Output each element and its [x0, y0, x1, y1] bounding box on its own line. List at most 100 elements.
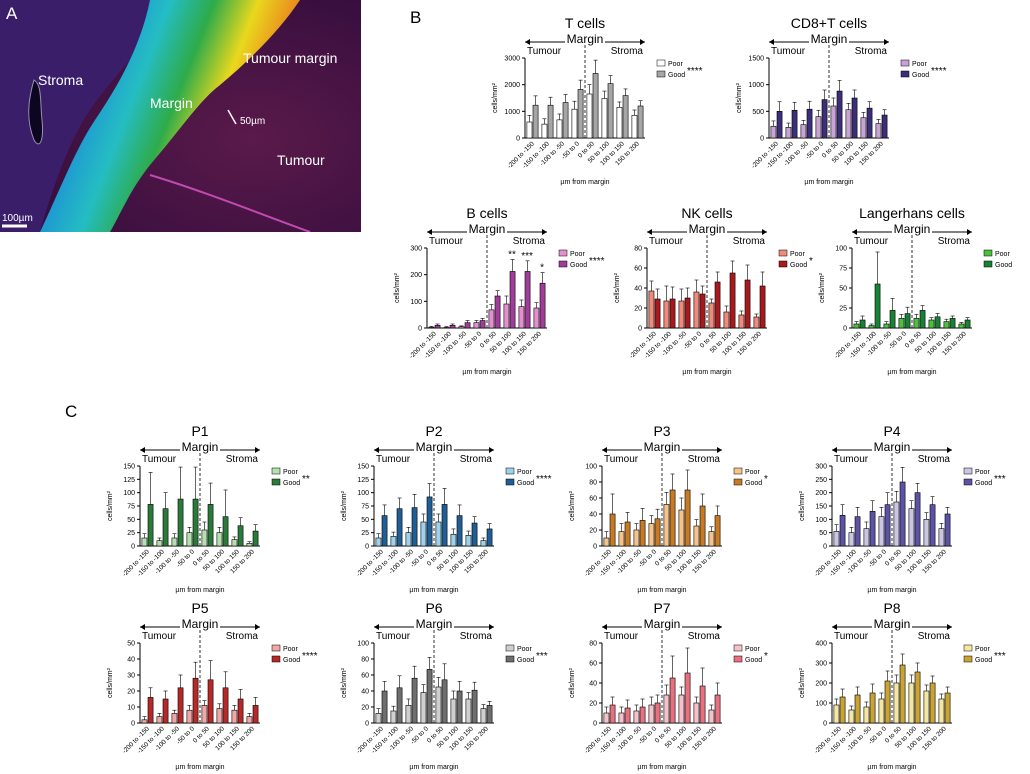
y-tick-label: 400 — [815, 641, 827, 648]
arrow-left-head — [374, 624, 379, 630]
bar-good — [714, 515, 721, 547]
y-tick-label: 40 — [589, 512, 597, 519]
bar-good — [889, 310, 896, 329]
y-tick-label: 25 — [361, 530, 369, 537]
y-tick-label: 100 — [815, 517, 827, 524]
bar-good — [884, 680, 891, 724]
legend-poor-label: Poor — [517, 469, 532, 476]
bar-good — [654, 518, 661, 547]
legend-good-label: Good — [975, 657, 992, 664]
y-tick-label: 60 — [361, 673, 369, 680]
x-axis-label: µm from margin — [637, 587, 686, 594]
margin-label: Margin — [182, 440, 219, 454]
x-axis-label: µm from margin — [637, 764, 686, 771]
stroma-label: Stroma — [226, 454, 259, 465]
significance-marker: * — [764, 474, 768, 485]
bar-good — [759, 285, 766, 329]
margin-label: Margin — [644, 440, 681, 454]
bar-poor — [943, 321, 950, 329]
legend-poor-swatch — [778, 249, 788, 257]
y-tick-label: 300 — [815, 464, 827, 471]
stroma-label: Stroma — [688, 631, 721, 642]
legend-good-swatch — [271, 655, 281, 663]
legend-poor-swatch — [271, 467, 281, 475]
y-tick-label: 50 — [127, 641, 135, 648]
arrow-right-head — [762, 229, 767, 235]
bar-poor — [868, 325, 875, 329]
y-tick-label: 50 — [361, 517, 369, 524]
y-axis-label: cells/mm² — [799, 667, 806, 698]
arrow-right-head — [489, 447, 494, 453]
y-axis-label: cells/mm² — [394, 272, 401, 303]
bar-good — [434, 325, 441, 329]
bar-good — [684, 489, 691, 547]
bar-poor — [201, 529, 208, 547]
y-axis-label: cells/mm² — [107, 667, 114, 698]
tumour-label: Tumour — [142, 454, 177, 465]
bar-poor — [216, 532, 223, 547]
bar-good — [562, 102, 569, 139]
legend-poor-label: Poor — [745, 469, 760, 476]
y-tick-label: 75 — [361, 504, 369, 511]
y-tick-label: 20 — [589, 528, 597, 535]
y-tick-label: 0 — [131, 544, 135, 551]
bar-poor — [618, 712, 625, 724]
bar-good — [426, 669, 433, 724]
bar-good — [874, 283, 881, 329]
bar-good — [836, 90, 843, 139]
bar-good — [471, 522, 478, 547]
bar-poor — [390, 710, 397, 724]
bar-good — [639, 706, 646, 724]
stroma-label: Stroma — [938, 236, 971, 247]
bar-poor — [648, 290, 655, 329]
y-tick-label: 125 — [357, 477, 369, 484]
y-tick-label: 150 — [357, 464, 369, 471]
legend-good-label: Good — [745, 657, 762, 664]
legend-good-swatch — [983, 260, 993, 268]
bar-poor — [246, 716, 253, 724]
bar-poor — [928, 319, 935, 329]
bar-good — [744, 279, 751, 329]
bar-good — [964, 319, 971, 329]
bar-good — [714, 281, 721, 329]
legend-poor-swatch — [733, 644, 743, 652]
bar-good — [609, 513, 616, 547]
y-tick-label: 0 — [365, 544, 369, 551]
label-tumour-margin: Tumour margin — [243, 50, 337, 66]
y-tick-label: 2000 — [504, 82, 520, 89]
legend-good-label: Good — [517, 657, 534, 664]
y-tick-label: 100 — [815, 701, 827, 708]
x-axis-label: µm from margin — [462, 369, 511, 376]
margin-label: Margin — [644, 617, 681, 631]
y-tick-label: 0 — [823, 721, 827, 728]
stroma-label: Stroma — [611, 46, 644, 57]
margin-label-bg — [414, 618, 454, 629]
bar-good — [669, 298, 676, 329]
bar-poor — [201, 705, 208, 724]
bar-good — [207, 679, 214, 724]
bar-good — [949, 318, 956, 329]
bar-good — [929, 504, 936, 547]
legend-poor-swatch — [983, 249, 993, 257]
y-axis-label: cells/mm² — [492, 82, 499, 113]
tumour-label: Tumour — [604, 631, 639, 642]
legend-good-label: Good — [995, 262, 1012, 269]
bar-poor — [488, 309, 495, 329]
bar-poor — [738, 314, 745, 329]
bar-poor — [848, 532, 855, 547]
y-axis-label: cells/mm² — [736, 82, 743, 113]
chart-title: CD8+T cells — [791, 15, 867, 31]
stroma-label: Stroma — [733, 236, 766, 247]
bar-good — [592, 73, 599, 139]
y-tick-label: 0 — [843, 326, 847, 333]
legend-poor-swatch — [900, 59, 910, 67]
bar-poor — [898, 318, 905, 329]
bar-poor — [663, 300, 670, 329]
y-tick-label: 60 — [634, 266, 642, 273]
tumour-label: Tumour — [649, 236, 684, 247]
bar-poor — [186, 532, 193, 547]
bar-poor — [156, 716, 163, 724]
bar-significance: *** — [521, 251, 533, 262]
y-tick-label: 80 — [634, 246, 642, 253]
